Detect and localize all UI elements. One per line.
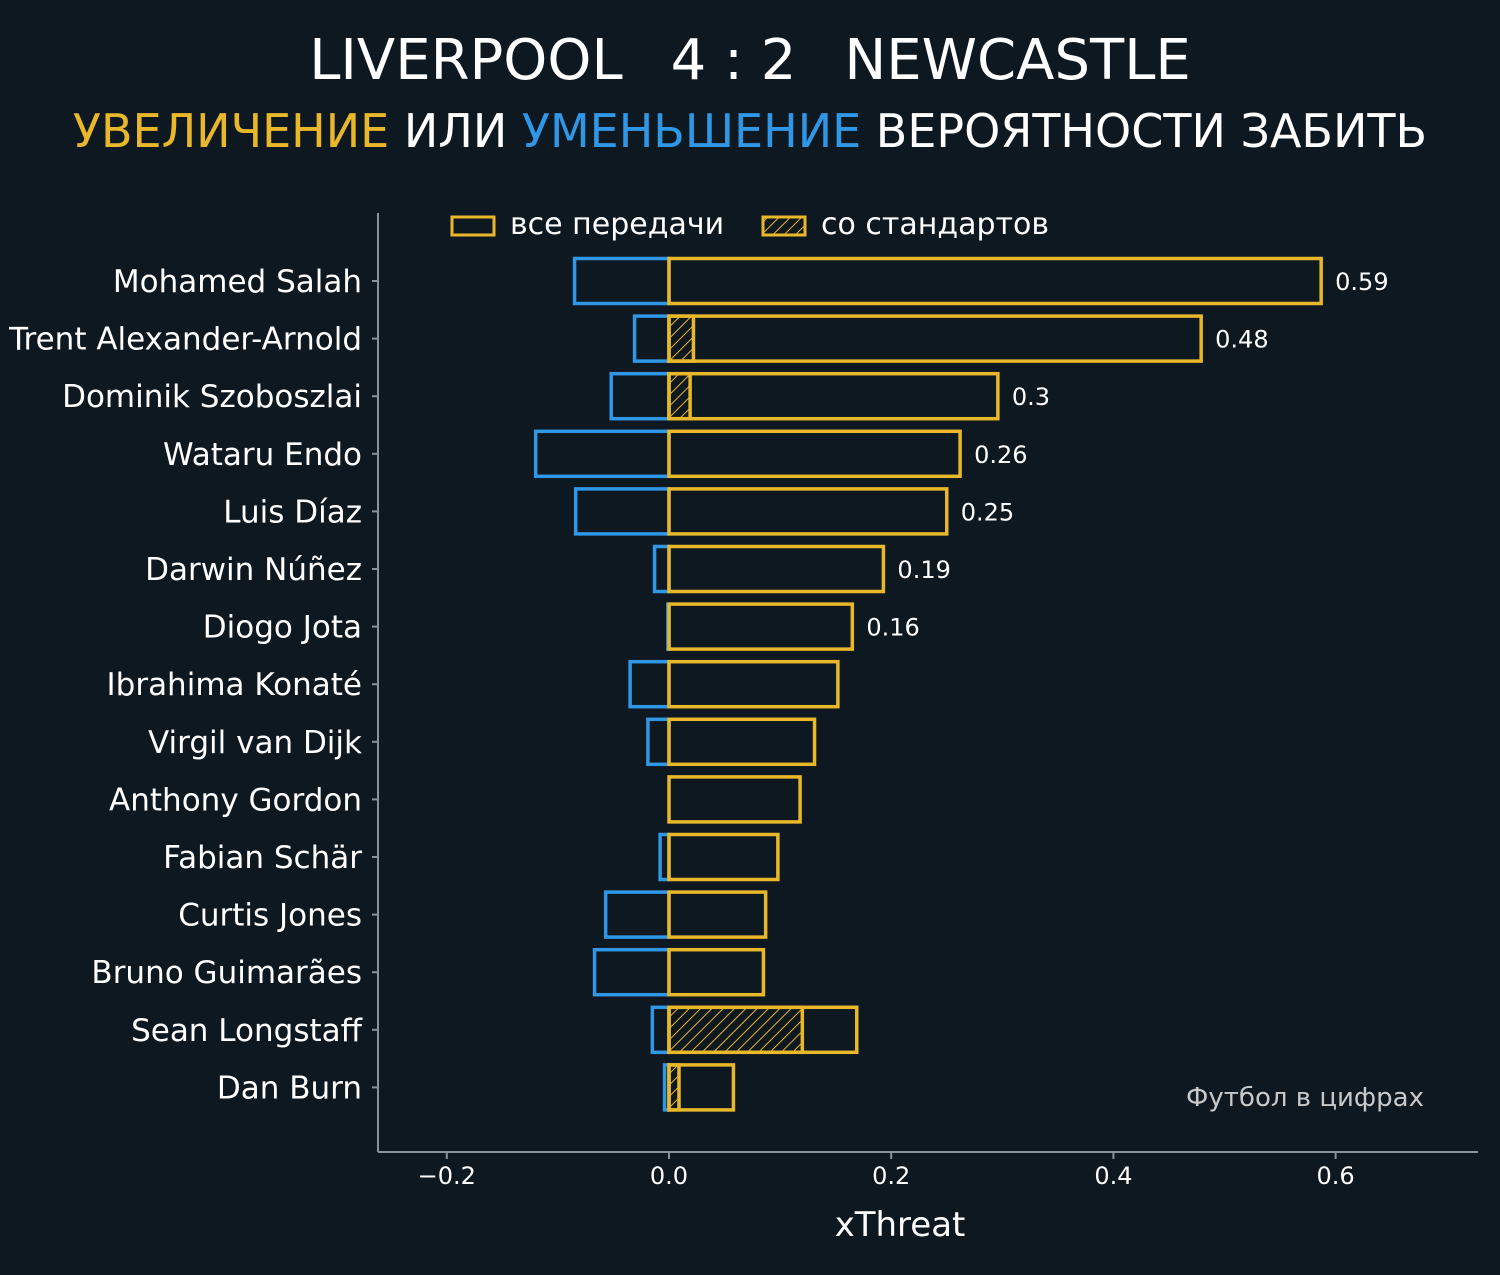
set-piece-bar	[667, 371, 692, 421]
all-passes-bar	[667, 429, 962, 479]
all-passes-bar	[667, 947, 766, 997]
all-passes-bar	[667, 487, 949, 536]
all-passes-bar	[667, 1005, 859, 1055]
y-tick-label: Bruno Guimarães	[91, 955, 362, 991]
data-label: 0.48	[1215, 326, 1268, 354]
legend-swatch-all-passes	[450, 215, 496, 237]
y-tick-label: Diogo Jota	[203, 610, 362, 646]
subtitle-rest: ВЕРОЯТНОСТИ ЗАБИТЬ	[875, 104, 1428, 158]
x-tick-label: 0.4	[1094, 1162, 1132, 1190]
x-axis-label: xThreat	[835, 1205, 966, 1245]
legend-swatch-set-pieces	[761, 215, 807, 237]
home-team: LIVERPOOL	[309, 28, 623, 93]
legend: все передачи со стандартов	[450, 207, 1049, 242]
subtitle-increase: УВЕЛИЧЕНИЕ	[72, 104, 390, 158]
all-passes-bar	[667, 602, 855, 651]
y-tick-label: Darwin Núñez	[145, 552, 362, 588]
away-team: NEWCASTLE	[844, 28, 1191, 93]
data-label: 0.25	[961, 498, 1014, 526]
y-tick-label: Anthony Gordon	[109, 782, 362, 818]
y-tick-label: Wataru Endo	[163, 437, 362, 473]
legend-label-set-pieces: со стандартов	[821, 207, 1049, 242]
y-tick-label: Dominik Szoboszlai	[62, 379, 362, 415]
y-tick-label: Virgil van Dijk	[148, 725, 362, 761]
data-label: 0.16	[866, 614, 919, 642]
all-passes-bar	[667, 256, 1323, 306]
decrease-bar	[632, 314, 671, 363]
all-passes-bar	[667, 832, 780, 882]
y-tick-label: Mohamed Salah	[113, 264, 362, 300]
all-passes-bar	[667, 775, 802, 824]
y-tick-label: Dan Burn	[217, 1070, 362, 1106]
decrease-bar	[573, 487, 671, 536]
data-label: 0.3	[1012, 383, 1050, 411]
all-passes-bar	[667, 371, 1000, 421]
data-label: 0.19	[897, 556, 950, 584]
chart-subtitle: УВЕЛИЧЕНИЕ ИЛИ УМЕНЬШЕНИЕ ВЕРОЯТНОСТИ ЗА…	[0, 104, 1500, 164]
x-tick-label: 0.0	[650, 1162, 688, 1190]
all-passes-bar	[667, 544, 886, 594]
all-passes-bar	[667, 717, 817, 767]
all-passes-bar	[667, 1063, 736, 1112]
all-passes-bar	[667, 314, 1203, 363]
subtitle-decrease: УМЕНЬШЕНИЕ	[521, 104, 862, 158]
match-score: 4 : 2	[670, 28, 797, 93]
decrease-bar	[650, 1005, 671, 1055]
decrease-bar	[628, 659, 671, 709]
data-label: 0.26	[974, 441, 1027, 469]
all-passes-bar	[667, 659, 840, 709]
all-passes-bar	[667, 890, 768, 939]
x-tick-label: 0.2	[872, 1162, 910, 1190]
decrease-bar	[652, 544, 671, 594]
y-tick-label: Curtis Jones	[178, 898, 362, 934]
decrease-bar	[592, 947, 671, 997]
decrease-bar	[572, 256, 671, 306]
y-tick-label: Trent Alexander-Arnold	[8, 322, 362, 358]
y-tick-label: Fabian Schär	[163, 840, 362, 876]
decrease-bar	[646, 717, 671, 767]
set-piece-bar	[667, 314, 696, 363]
decrease-bar	[609, 371, 671, 421]
y-tick-label: Luis Díaz	[223, 494, 362, 530]
match-title: LIVERPOOL 4 : 2 NEWCASTLE	[0, 28, 1500, 98]
watermark: Футбол в цифрах	[1186, 1083, 1424, 1113]
y-tick-label: Sean Longstaff	[131, 1013, 363, 1049]
set-piece-bar	[667, 1005, 805, 1055]
decrease-bar	[533, 429, 671, 479]
subtitle-or: ИЛИ	[403, 104, 508, 158]
data-label: 0.59	[1335, 268, 1388, 296]
y-tick-label: Ibrahima Konaté	[107, 667, 363, 703]
decrease-bar	[603, 890, 671, 939]
legend-label-all-passes: все передачи	[510, 207, 724, 242]
x-tick-label: −0.2	[418, 1162, 476, 1190]
x-tick-label: 0.6	[1317, 1162, 1355, 1190]
